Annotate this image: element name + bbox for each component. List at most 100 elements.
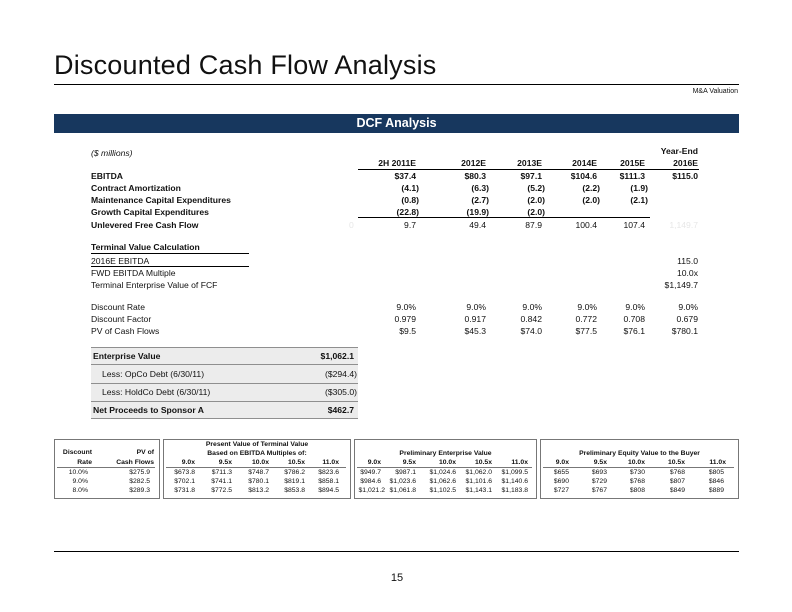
multiple-header: 9.0x bbox=[367, 459, 381, 466]
table-cell: $807 bbox=[669, 478, 685, 485]
table-cell: $780.1 bbox=[671, 326, 698, 336]
multiple-header: 10.0x bbox=[251, 459, 269, 466]
table-cell: $741.1 bbox=[211, 478, 232, 485]
subtotal-underline bbox=[358, 217, 650, 218]
box-line bbox=[91, 401, 358, 402]
box-line bbox=[91, 418, 358, 419]
table-cell: 107.4 bbox=[623, 220, 645, 230]
table-cell: $846 bbox=[708, 478, 724, 485]
table-cell: (4.1) bbox=[401, 183, 419, 193]
table-cell: $693 bbox=[591, 469, 607, 476]
multiple-header: 9.5x bbox=[402, 459, 416, 466]
holdco-debt-value: ($305.0) bbox=[324, 387, 357, 397]
table-cell: $727 bbox=[553, 487, 569, 494]
col-header: Discount bbox=[62, 449, 92, 456]
multiple-header: 10.5x bbox=[667, 459, 685, 466]
multiple-header: 9.0x bbox=[555, 459, 569, 466]
table-cell: $729 bbox=[591, 478, 607, 485]
table-cell: 9.0% bbox=[466, 302, 486, 312]
table-cell: (2.7) bbox=[471, 195, 489, 205]
table-cell: $805 bbox=[708, 469, 724, 476]
table-cell: 115.0 bbox=[677, 256, 698, 266]
box-line bbox=[91, 347, 358, 348]
table-cell: $275.9 bbox=[129, 469, 150, 476]
multiple-header: 10.5x bbox=[287, 459, 305, 466]
table-cell: $1,102.5 bbox=[429, 487, 456, 494]
row-label: Terminal Enterprise Value of FCF bbox=[91, 280, 218, 290]
table-cell: $858.1 bbox=[318, 478, 339, 485]
table-cell: 100.4 bbox=[575, 220, 597, 230]
table-cell: $949.7 bbox=[360, 469, 381, 476]
table-cell: $813.2 bbox=[248, 487, 269, 494]
table-cell: $889 bbox=[708, 487, 724, 494]
table-cell: (6.3) bbox=[471, 183, 489, 193]
row-label: EBITDA bbox=[91, 171, 123, 181]
table-cell: $289.3 bbox=[129, 487, 150, 494]
table-cell: $1,149.7 bbox=[664, 280, 698, 290]
row-label: Discount Rate bbox=[91, 302, 145, 312]
table-cell: $37.4 bbox=[394, 171, 416, 181]
table-cell: $115.0 bbox=[672, 171, 698, 181]
table-cell: $702.1 bbox=[174, 478, 195, 485]
table-cell: 10.0% bbox=[68, 469, 88, 476]
row-label: FWD EBITDA Multiple bbox=[91, 268, 176, 278]
table-cell: $768 bbox=[669, 469, 685, 476]
table-cell: (2.0) bbox=[527, 207, 545, 217]
section-banner: DCF Analysis bbox=[54, 114, 739, 133]
table-cell: (22.8) bbox=[396, 207, 419, 217]
table-cell: $97.1 bbox=[520, 171, 542, 181]
box-title: Preliminary Enterprise Value bbox=[399, 450, 492, 457]
table-cell: (2.0) bbox=[582, 195, 600, 205]
table-cell: $853.8 bbox=[284, 487, 305, 494]
table-cell: 8.0% bbox=[72, 487, 89, 494]
table-cell: $894.5 bbox=[318, 487, 339, 494]
multiple-header: 11.0x bbox=[511, 459, 528, 466]
column-header: 2014E bbox=[572, 158, 597, 168]
row-label: Discount Factor bbox=[91, 314, 152, 324]
column-header: 2013E bbox=[517, 158, 542, 168]
cell-marker: 0 bbox=[349, 220, 354, 230]
table-cell: $76.1 bbox=[623, 326, 645, 336]
col-header: Rate bbox=[77, 459, 92, 466]
table-cell: 0.979 bbox=[394, 314, 416, 324]
multiple-header: 10.0x bbox=[438, 459, 456, 466]
table-cell: $731.8 bbox=[174, 487, 195, 494]
enterprise-value: $1,062.1 bbox=[320, 351, 354, 361]
table-cell: (5.2) bbox=[527, 183, 545, 193]
table-cell: 1,149.7 bbox=[669, 220, 698, 230]
table-cell: 0.708 bbox=[623, 314, 645, 324]
column-header: 2016E bbox=[673, 158, 698, 168]
terminal-heading-underline bbox=[91, 253, 249, 254]
table-cell: 0.679 bbox=[676, 314, 698, 324]
table-cell: $80.3 bbox=[464, 171, 486, 181]
table-cell: $1,023.6 bbox=[389, 478, 416, 485]
table-cell: $1,061.8 bbox=[389, 487, 416, 494]
table-cell: $772.5 bbox=[211, 487, 232, 494]
header-underline bbox=[358, 169, 699, 170]
table-cell: $767 bbox=[591, 487, 607, 494]
enterprise-value-label: Enterprise Value bbox=[93, 351, 161, 361]
table-cell: 9.0% bbox=[577, 302, 597, 312]
multiple-header: 9.5x bbox=[593, 459, 607, 466]
table-cell: $823.6 bbox=[318, 469, 339, 476]
multiple-header: 9.0x bbox=[181, 459, 195, 466]
table-cell: 49.4 bbox=[469, 220, 486, 230]
multiple-header: 9.5x bbox=[218, 459, 232, 466]
row-label: 2016E EBITDA bbox=[91, 256, 150, 266]
table-cell: 9.7 bbox=[404, 220, 416, 230]
multiple-header: 11.0x bbox=[322, 459, 339, 466]
table-cell: $1,024.6 bbox=[429, 469, 456, 476]
header-underline bbox=[357, 467, 532, 468]
table-cell: $1,021.2 bbox=[358, 487, 385, 494]
table-cell: $730 bbox=[629, 469, 645, 476]
table-cell: $780.1 bbox=[248, 478, 269, 485]
table-cell: $1,143.1 bbox=[465, 487, 492, 494]
table-cell: $984.6 bbox=[360, 478, 381, 485]
table-cell: 10.0x bbox=[676, 268, 698, 278]
header-underline bbox=[166, 467, 346, 468]
table-cell: $690 bbox=[553, 478, 569, 485]
table-cell: $1,062.0 bbox=[465, 469, 492, 476]
table-cell: $282.5 bbox=[129, 478, 150, 485]
table-cell: $74.0 bbox=[520, 326, 542, 336]
box-title: Based on EBITDA Multiples of: bbox=[207, 450, 307, 457]
